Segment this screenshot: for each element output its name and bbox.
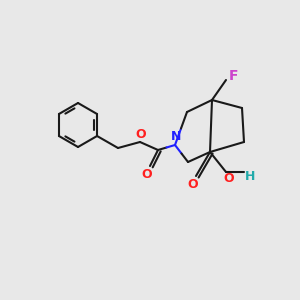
Text: N: N bbox=[171, 130, 181, 143]
Text: O: O bbox=[142, 167, 152, 181]
Text: F: F bbox=[228, 69, 238, 83]
Text: O: O bbox=[136, 128, 146, 142]
Text: O: O bbox=[188, 178, 198, 190]
Text: O: O bbox=[224, 172, 234, 185]
Text: H: H bbox=[245, 169, 255, 182]
